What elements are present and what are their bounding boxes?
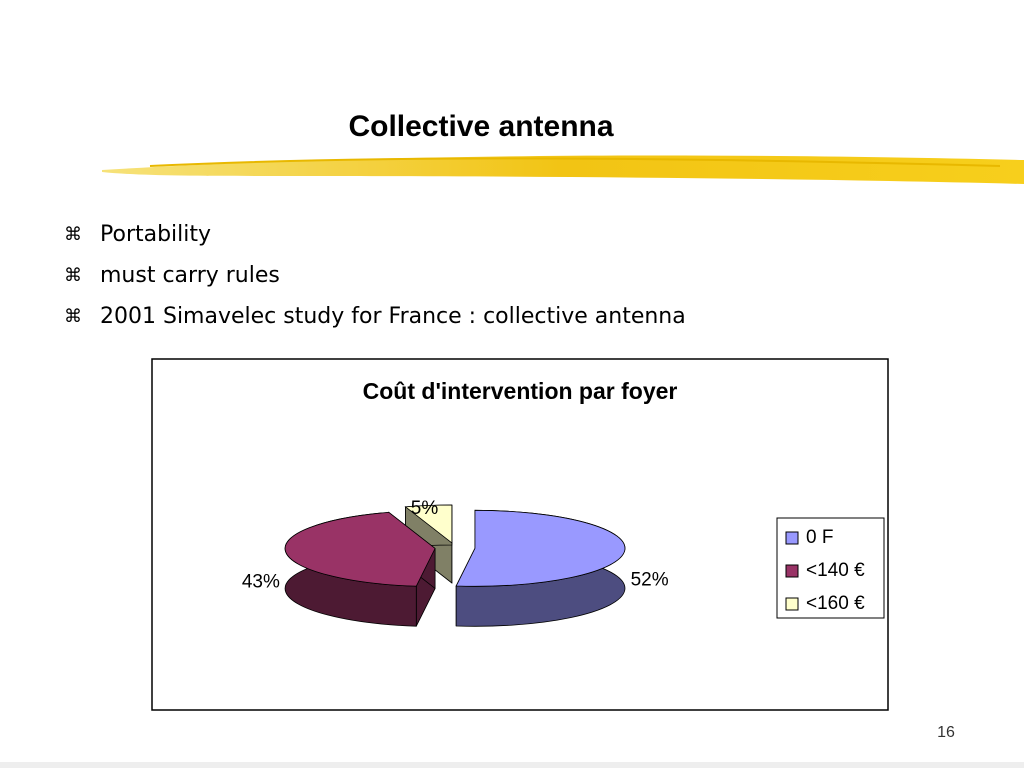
legend-swatch	[785, 531, 799, 545]
value-label: 43%	[242, 571, 280, 592]
bullet-text: Portability	[100, 222, 211, 247]
legend: 0 F <140 € <160 €	[785, 527, 865, 614]
slide-title: Collective antenna	[348, 110, 613, 143]
legend-label: <140 €	[806, 560, 865, 581]
bullet-symbol: ⌘	[64, 265, 82, 286]
bullet-text: 2001 Simavelec study for France : collec…	[100, 304, 686, 329]
bullet-list: ⌘ Portability ⌘ must carry rules ⌘ 2001 Simav…	[64, 222, 686, 329]
legend-swatch	[785, 564, 799, 578]
legend-label: <160 €	[806, 593, 865, 614]
pie-slice	[284, 511, 436, 587]
value-label: 5%	[411, 498, 439, 519]
brush-stroke	[102, 155, 1024, 184]
legend-label: 0 F	[806, 527, 833, 548]
legend-swatch	[785, 597, 799, 611]
pie-slice	[455, 509, 626, 587]
bullet-text: must carry rules	[100, 263, 280, 288]
pie-slice	[404, 504, 453, 544]
value-label: 52%	[631, 569, 669, 590]
bottom-strip	[0, 762, 1024, 768]
page-number: 16	[937, 724, 955, 741]
bullet-symbol: ⌘	[64, 224, 82, 245]
chart-title: Coût d'intervention par foyer	[363, 378, 678, 404]
brush-texture	[149, 157, 1001, 167]
bullet-symbol: ⌘	[64, 306, 82, 327]
pie: 5% 52% 43%	[242, 498, 669, 627]
